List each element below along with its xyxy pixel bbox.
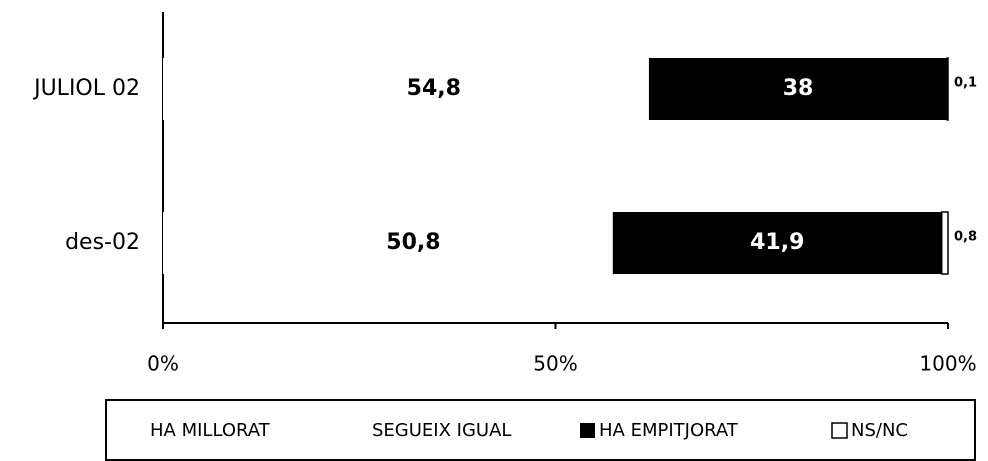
bar-segment	[218, 58, 649, 120]
x-tick-label: 50%	[533, 352, 577, 376]
bar-segment	[648, 58, 948, 120]
bar-segment	[940, 211, 949, 275]
category-label: des-02	[65, 230, 140, 255]
bar-segment	[214, 212, 613, 274]
value-label: 54,8	[407, 76, 461, 101]
bar-segment	[163, 212, 215, 274]
value-label: 41,9	[750, 230, 804, 255]
legend-label: HA EMPITJORAT	[599, 420, 739, 441]
value-label: 0,8	[954, 230, 977, 245]
legend-swatch	[831, 422, 848, 439]
x-tick-label: 0%	[147, 352, 179, 376]
value-label: 38	[783, 76, 814, 101]
category-label: JULIOL 02	[32, 76, 140, 101]
value-label: 50,8	[386, 230, 440, 255]
legend-label: NS/NC	[851, 420, 908, 441]
value-label: 0,1	[954, 76, 977, 91]
bar-segment	[163, 58, 219, 120]
x-tick-label: 100%	[919, 352, 976, 376]
legend-label: SEGUEIX IGUAL	[372, 420, 511, 441]
bar-segment	[946, 57, 949, 121]
legend-label: HA MILLORAT	[150, 420, 271, 441]
bar-segment	[612, 212, 942, 274]
legend-swatch	[580, 423, 595, 438]
legend-box	[105, 399, 976, 461]
